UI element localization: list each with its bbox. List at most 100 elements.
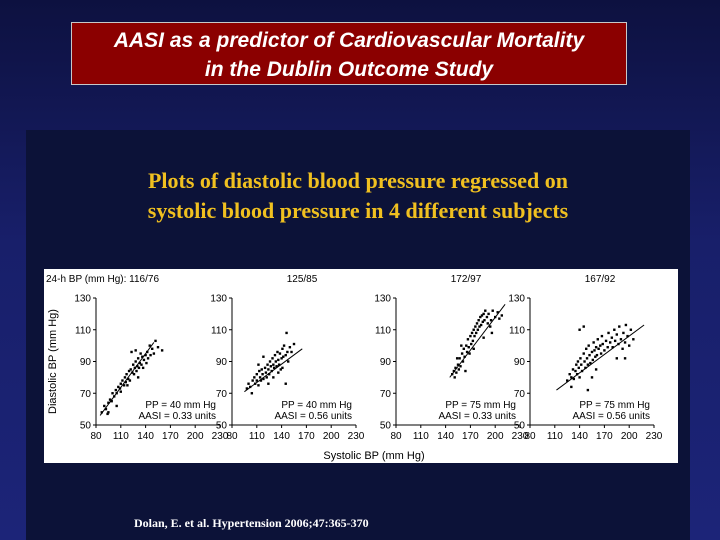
x-tick-label: 110 — [113, 431, 129, 442]
data-point — [274, 360, 278, 363]
data-point — [599, 344, 602, 347]
data-point — [108, 398, 112, 401]
data-point — [457, 368, 461, 371]
y-tick-label: 130 — [508, 294, 525, 305]
bp-header-label: 125/85 — [287, 274, 318, 285]
y-tick-label: 130 — [74, 294, 91, 305]
data-point — [247, 382, 250, 385]
data-point — [282, 344, 286, 347]
data-point — [592, 341, 595, 344]
data-point — [604, 339, 608, 343]
data-point — [465, 350, 469, 354]
data-point — [114, 388, 118, 392]
data-point — [460, 352, 464, 355]
data-point — [606, 346, 609, 349]
data-point — [141, 355, 144, 358]
data-point — [480, 314, 484, 317]
data-point — [481, 320, 484, 324]
y-tick-label: 90 — [380, 357, 392, 368]
data-point — [136, 357, 140, 360]
data-point — [144, 353, 147, 357]
y-tick-label: 90 — [216, 357, 228, 368]
data-point — [583, 360, 586, 363]
y-axis-title: Diastolic BP (mm Hg) — [47, 309, 59, 414]
data-point — [632, 338, 635, 341]
data-point — [591, 358, 595, 362]
data-point — [491, 309, 494, 312]
data-point — [140, 363, 143, 366]
y-tick-label: 70 — [514, 389, 526, 400]
data-point — [464, 369, 467, 373]
data-point — [115, 392, 118, 395]
x-tick-label: 110 — [249, 431, 265, 442]
data-point — [590, 376, 594, 379]
data-point — [593, 349, 596, 352]
data-point — [572, 377, 576, 381]
data-point — [455, 357, 459, 360]
data-point — [599, 352, 603, 355]
data-point — [570, 385, 573, 389]
data-point — [258, 369, 261, 373]
data-point — [580, 363, 583, 366]
data-point — [117, 385, 120, 389]
data-point — [595, 353, 599, 357]
data-point — [267, 382, 270, 385]
data-point — [248, 385, 252, 389]
data-point — [148, 344, 151, 347]
data-point — [132, 363, 135, 366]
data-point — [456, 363, 460, 366]
data-point — [568, 373, 571, 376]
data-point — [262, 355, 265, 358]
data-point — [142, 358, 146, 362]
data-point — [487, 312, 490, 316]
data-point — [286, 350, 289, 354]
data-point — [255, 379, 258, 382]
data-point — [258, 376, 262, 379]
y-tick-label: 50 — [514, 421, 526, 432]
data-point — [107, 401, 110, 404]
data-point — [470, 342, 473, 346]
data-point — [577, 366, 580, 370]
data-point — [146, 357, 150, 360]
x-tick-label: 200 — [323, 431, 340, 442]
data-point — [597, 347, 600, 350]
data-point — [619, 338, 623, 341]
pp-annotation: PP = 40 mm Hg — [281, 400, 352, 411]
data-point — [261, 373, 264, 376]
data-point — [281, 366, 284, 370]
data-point — [608, 341, 612, 344]
data-point — [262, 377, 265, 381]
figure-heading: Plots of diastolic blood pressure regres… — [26, 166, 690, 226]
x-tick-label: 170 — [162, 431, 179, 442]
pp-annotation: PP = 40 mm Hg — [145, 400, 216, 411]
data-point — [594, 355, 597, 358]
data-point — [138, 361, 142, 365]
data-point — [626, 334, 629, 338]
data-point — [124, 380, 127, 384]
data-point — [601, 342, 604, 346]
data-point — [584, 366, 587, 370]
data-point — [478, 325, 481, 328]
data-point — [127, 369, 131, 373]
data-point — [136, 365, 139, 368]
data-point — [257, 384, 260, 387]
figure-heading-line1: Plots of diastolic blood pressure regres… — [147, 168, 569, 193]
data-point — [610, 336, 614, 339]
data-point — [469, 334, 472, 338]
data-point — [259, 379, 263, 382]
data-point — [582, 325, 585, 328]
data-point — [160, 349, 164, 352]
data-point — [615, 357, 618, 360]
data-point — [587, 344, 590, 347]
data-point — [570, 376, 573, 379]
data-point — [586, 363, 590, 366]
data-point — [281, 347, 284, 350]
y-tick-label: 50 — [80, 421, 92, 432]
data-point — [453, 376, 456, 379]
x-tick-label: 170 — [462, 431, 479, 442]
data-point — [268, 373, 271, 376]
data-point — [586, 388, 590, 392]
data-point — [115, 404, 118, 408]
data-point — [134, 360, 137, 363]
data-point — [596, 338, 599, 341]
